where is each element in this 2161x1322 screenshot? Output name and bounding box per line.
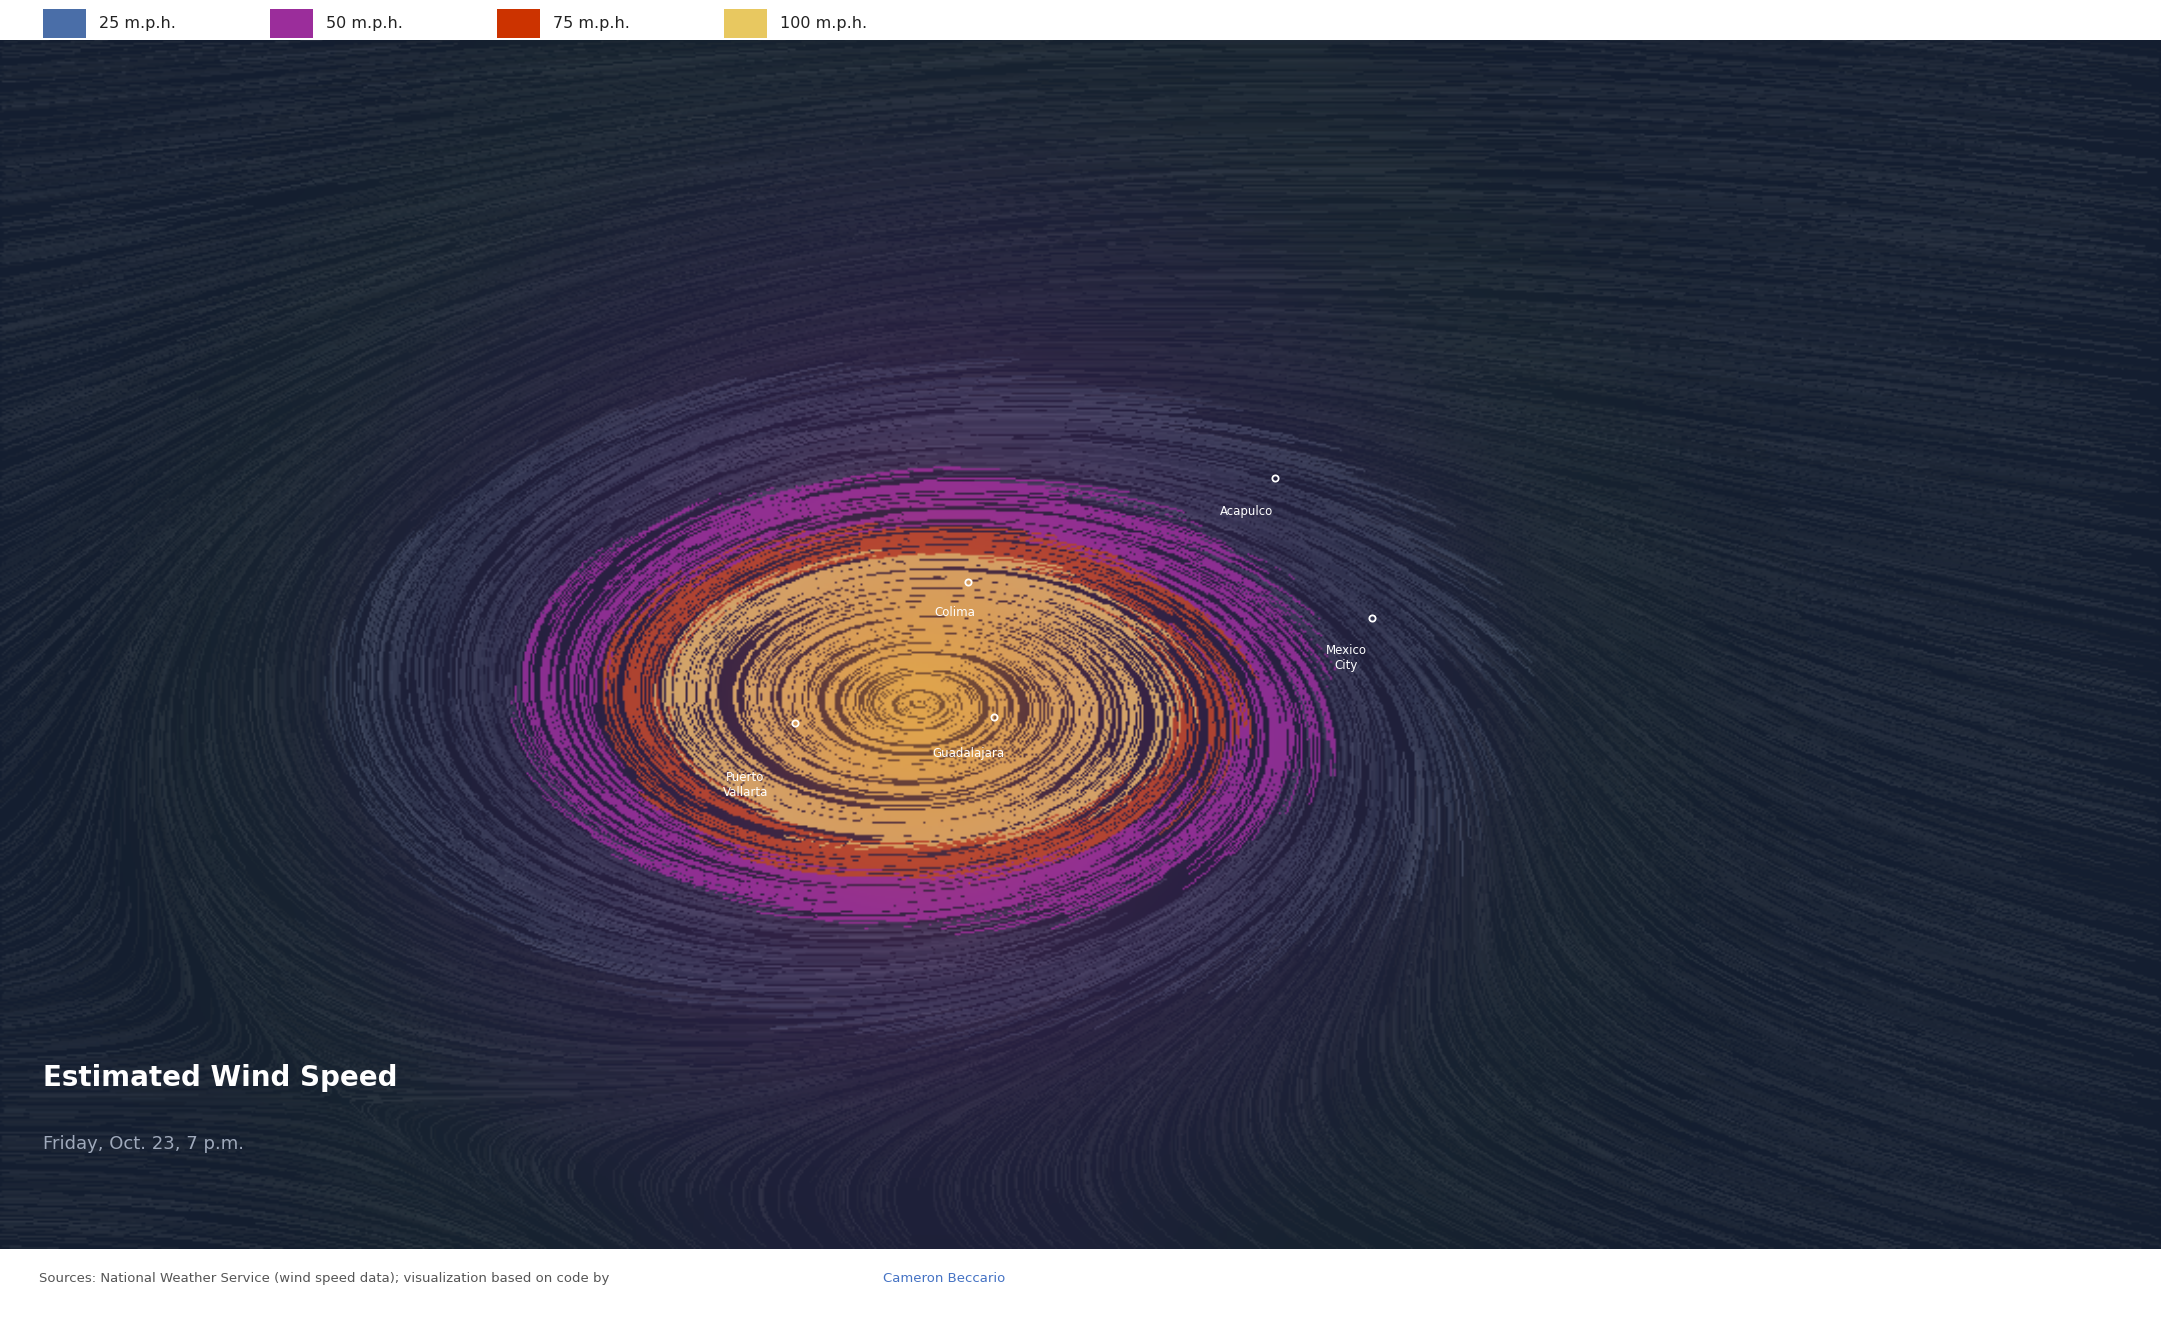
Text: Guadalajara: Guadalajara — [931, 747, 1005, 760]
Text: Mexico
City: Mexico City — [1327, 644, 1366, 673]
Text: 100 m.p.h.: 100 m.p.h. — [780, 16, 867, 30]
Bar — [497, 9, 540, 38]
Bar — [270, 9, 313, 38]
Bar — [43, 9, 86, 38]
Text: Sources: National Weather Service (wind speed data); visualization based on code: Sources: National Weather Service (wind … — [39, 1272, 614, 1285]
Bar — [724, 9, 767, 38]
Text: 25 m.p.h.: 25 m.p.h. — [99, 16, 177, 30]
Text: Puerto
Vallarta: Puerto Vallarta — [724, 772, 767, 800]
Text: 50 m.p.h.: 50 m.p.h. — [326, 16, 404, 30]
Text: Estimated Wind Speed: Estimated Wind Speed — [43, 1064, 398, 1092]
Text: Friday, Oct. 23, 7 p.m.: Friday, Oct. 23, 7 p.m. — [43, 1134, 244, 1153]
Text: Colima: Colima — [936, 605, 975, 619]
Text: 75 m.p.h.: 75 m.p.h. — [553, 16, 631, 30]
Text: Acapulco: Acapulco — [1221, 505, 1273, 518]
Text: Cameron Beccario: Cameron Beccario — [884, 1272, 1005, 1285]
